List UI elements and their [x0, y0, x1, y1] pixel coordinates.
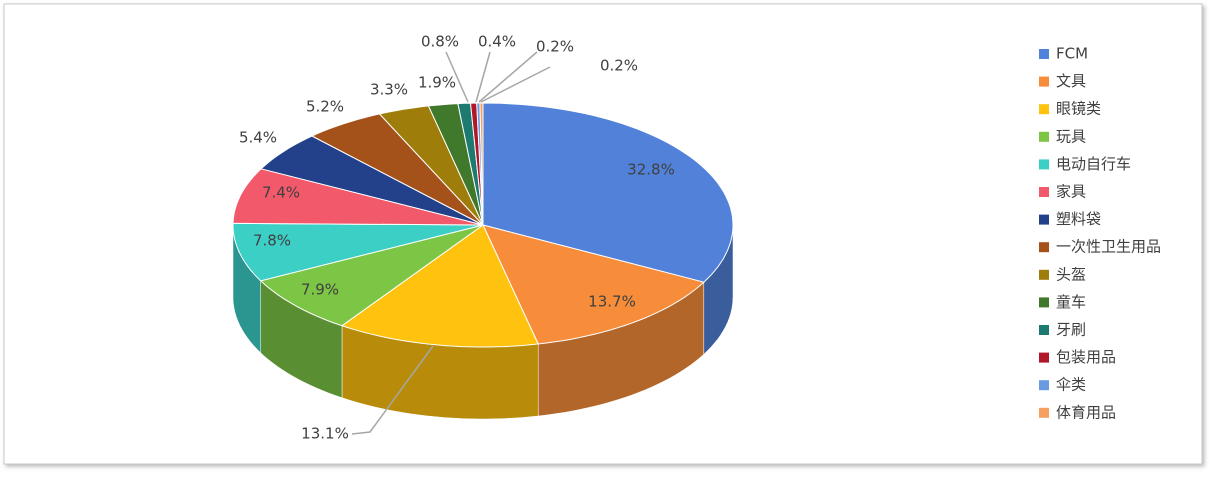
- slice: [479, 102, 484, 226]
- slice: [232, 222, 484, 282]
- data-label: 7.4%: [262, 184, 300, 202]
- legend-label: 一次性卫生用品: [1056, 238, 1161, 256]
- legend-label: 玩具: [1056, 127, 1086, 145]
- pie-tops: [232, 102, 734, 348]
- legend-swatch: [1039, 352, 1049, 363]
- legend-swatch: [1039, 325, 1049, 335]
- legend-swatch: [1039, 242, 1049, 253]
- legend-swatch: [1039, 214, 1049, 225]
- slice: [482, 102, 734, 283]
- slice: [310, 113, 484, 226]
- legend-swatch: [1039, 76, 1049, 87]
- legend-label: 文具: [1056, 72, 1086, 90]
- legend-label: 头盔: [1056, 265, 1086, 283]
- data-label: 7.8%: [253, 232, 291, 250]
- slice: [340, 224, 539, 348]
- legend-label: 眼镜类: [1056, 100, 1101, 118]
- slice: [259, 224, 484, 327]
- pie-sides: [232, 224, 734, 420]
- leader-line: [351, 345, 434, 435]
- legend-swatch: [1039, 159, 1049, 170]
- legend: FCM 文具眼镜类玩具电动自行车家具塑料袋一次性卫生用品头盔童车牙刷包装用品伞类体…: [1039, 45, 1161, 421]
- leader-line: [478, 51, 538, 103]
- legend-swatch: [1039, 269, 1049, 280]
- legend-label: 童车: [1056, 293, 1086, 311]
- legend-swatch: [1039, 297, 1049, 308]
- data-label: 0.4%: [478, 33, 516, 51]
- legend-label: 塑料袋: [1056, 210, 1101, 228]
- data-label: 3.3%: [370, 81, 408, 99]
- legend-swatch: [1039, 380, 1049, 391]
- data-label: 1.9%: [418, 74, 456, 92]
- slice: [378, 105, 484, 226]
- data-label: 32.8%: [627, 161, 675, 179]
- legend-label: 电动自行车: [1056, 155, 1131, 173]
- data-label: 5.2%: [306, 98, 344, 116]
- data-labels: 32.8% 13.7% 13.1% 7.9% 7.8% 7.4% 5.4% 5.2% 3.3% 1…: [239, 33, 675, 443]
- legend-label: 牙刷: [1056, 321, 1086, 339]
- leader-line: [480, 66, 551, 103]
- legend-swatch: [1039, 104, 1049, 115]
- slice: [232, 168, 484, 226]
- data-label: 7.9%: [301, 281, 339, 299]
- slice: [260, 135, 484, 226]
- data-label: 0.2%: [600, 57, 638, 75]
- legend-swatch: [1039, 407, 1049, 418]
- legend-label: 家具: [1056, 183, 1086, 201]
- legend-swatch: [1039, 49, 1049, 59]
- legend-label: 体育用品: [1056, 403, 1116, 421]
- data-label: 0.2%: [536, 38, 574, 56]
- data-label: 13.1%: [301, 425, 349, 443]
- legend-label: FCM: [1056, 45, 1088, 63]
- data-label: 0.8%: [421, 33, 459, 51]
- slice: [482, 224, 705, 345]
- leader-line: [475, 51, 491, 103]
- legend-label: 包装用品: [1056, 348, 1116, 366]
- legend-swatch: [1039, 187, 1049, 197]
- legend-label: 伞类: [1056, 376, 1086, 394]
- leader-line: [445, 51, 469, 103]
- legend-swatch: [1039, 131, 1049, 142]
- data-label: 13.7%: [588, 293, 636, 311]
- data-label: 5.4%: [239, 129, 277, 147]
